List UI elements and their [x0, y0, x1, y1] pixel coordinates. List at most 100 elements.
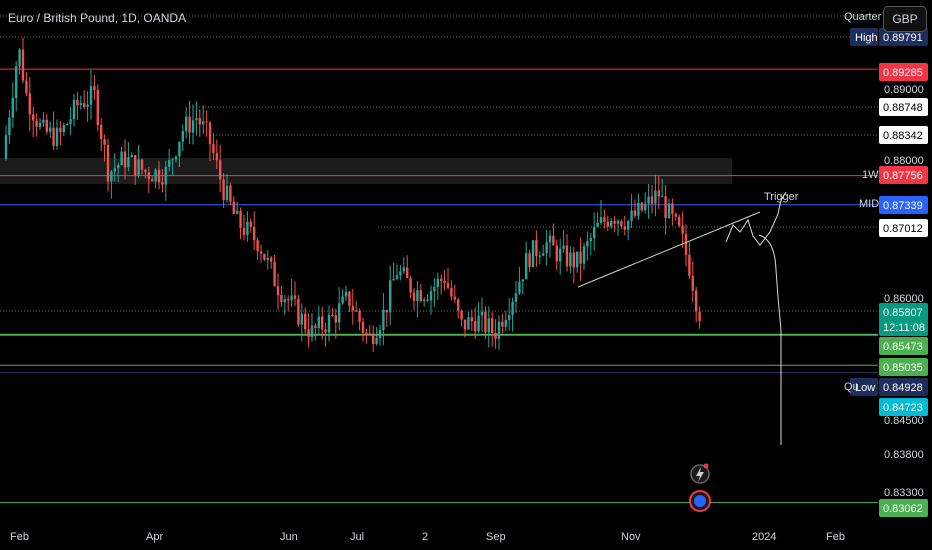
candle-body-26 — [93, 86, 96, 91]
candle-body-39 — [137, 159, 140, 176]
price-tag-bg-7 — [879, 303, 928, 321]
candle-body-74 — [256, 240, 259, 252]
candle-body-43 — [151, 179, 154, 182]
candle-body-2 — [11, 97, 14, 118]
candle-body-194 — [664, 196, 667, 218]
candle-body-163 — [559, 248, 562, 262]
candle-body-174 — [596, 222, 599, 227]
x-tick-4: 2 — [422, 531, 428, 543]
price-tag-bg-1 — [879, 63, 928, 81]
candle-body-99 — [341, 296, 344, 304]
candle-body-91 — [314, 325, 317, 329]
candle-body-198 — [678, 216, 681, 226]
candle-body-40 — [140, 159, 144, 170]
candle-body-59 — [205, 121, 208, 123]
candle-body-103 — [355, 310, 358, 312]
candle-body-158 — [542, 253, 545, 256]
candle-body-66 — [229, 185, 232, 202]
price-tag-12: 0.84723 — [883, 402, 923, 414]
candle-body-131 — [450, 287, 453, 297]
candle-body-111 — [382, 309, 385, 330]
candle-body-87 — [300, 313, 303, 325]
price-tag-2: 0.88748 — [883, 102, 923, 114]
candle-body-169 — [579, 251, 582, 264]
candle-body-11 — [42, 119, 45, 123]
candle-body-12 — [45, 119, 48, 132]
candle-body-101 — [348, 291, 351, 306]
candle-body-71 — [246, 221, 249, 235]
candle-body-10 — [38, 122, 42, 127]
candle-body-161 — [552, 235, 555, 246]
candle-body-7 — [28, 93, 31, 115]
candle-body-182 — [623, 226, 626, 230]
candle-body-196 — [671, 203, 674, 215]
candle-body-82 — [283, 299, 286, 303]
candle-body-164 — [562, 245, 565, 249]
candle-body-204 — [698, 311, 701, 322]
candle-body-60 — [208, 122, 212, 145]
candle-body-122 — [419, 290, 422, 302]
candle-body-16 — [59, 127, 62, 133]
candle-body-114 — [392, 278, 395, 281]
candle-body-92 — [317, 316, 320, 329]
candle-body-160 — [548, 235, 552, 243]
candle-body-134 — [460, 310, 463, 320]
candle-body-108 — [372, 333, 375, 344]
candle-body-46 — [161, 182, 164, 185]
candle-body-157 — [538, 255, 541, 257]
candle-body-68 — [236, 210, 239, 214]
candle-body-130 — [446, 283, 450, 288]
extreme-tag-bg-11 — [850, 378, 878, 396]
candle-body-178 — [610, 221, 613, 227]
candle-body-181 — [620, 220, 623, 227]
price-tag-1: 0.89285 — [883, 67, 923, 79]
candle-body-17 — [62, 124, 65, 133]
candle-body-139 — [477, 315, 480, 332]
price-tag-bg-10 — [879, 358, 928, 376]
candle-body-202 — [691, 275, 694, 291]
currency-button[interactable]: GBP — [883, 6, 927, 32]
mid-level-label: MID — [859, 198, 880, 210]
price-tag-bg-2 — [879, 98, 928, 116]
price-tag-bg-9 — [879, 337, 928, 355]
candle-body-173 — [593, 226, 596, 239]
candle-body-14 — [52, 127, 55, 146]
price-tag-13: 0.83062 — [883, 503, 923, 515]
alert-dot-icon — [703, 463, 709, 469]
candle-body-143 — [491, 318, 494, 334]
candle-body-51 — [178, 141, 181, 157]
candle-body-110 — [378, 329, 382, 338]
price-tag-bg-0 — [879, 28, 928, 46]
candle-body-19 — [69, 119, 72, 124]
price-tag-bg-4 — [879, 166, 928, 184]
candle-body-100 — [344, 291, 348, 297]
candle-body-116 — [399, 271, 402, 276]
candle-body-188 — [644, 203, 647, 211]
candle-body-4 — [18, 49, 21, 67]
candle-body-97 — [334, 315, 337, 323]
quarter-low-label: Qu — [844, 381, 859, 393]
candle-body-127 — [436, 278, 439, 287]
x-tick-0: Feb — [10, 531, 29, 543]
candle-body-151 — [518, 281, 521, 294]
candle-body-32 — [113, 168, 116, 172]
candle-body-57 — [198, 118, 201, 125]
candle-body-9 — [35, 120, 38, 127]
x-tick-2: Jun — [280, 531, 298, 543]
candle-body-141 — [484, 311, 487, 333]
candle-body-199 — [681, 225, 684, 234]
candle-body-133 — [457, 299, 460, 311]
candle-body-76 — [263, 253, 266, 260]
candle-body-120 — [412, 292, 416, 302]
candle-body-63 — [219, 160, 222, 180]
candle-body-128 — [440, 278, 443, 281]
candle-body-155 — [531, 240, 535, 268]
candle-body-49 — [171, 159, 174, 161]
candle-body-168 — [576, 251, 579, 268]
price-tag-9: 0.85473 — [883, 341, 923, 353]
candle-body-53 — [185, 116, 188, 132]
candle-body-102 — [351, 305, 354, 311]
price-tag-3: 0.88342 — [883, 130, 923, 142]
candle-body-190 — [650, 196, 654, 204]
